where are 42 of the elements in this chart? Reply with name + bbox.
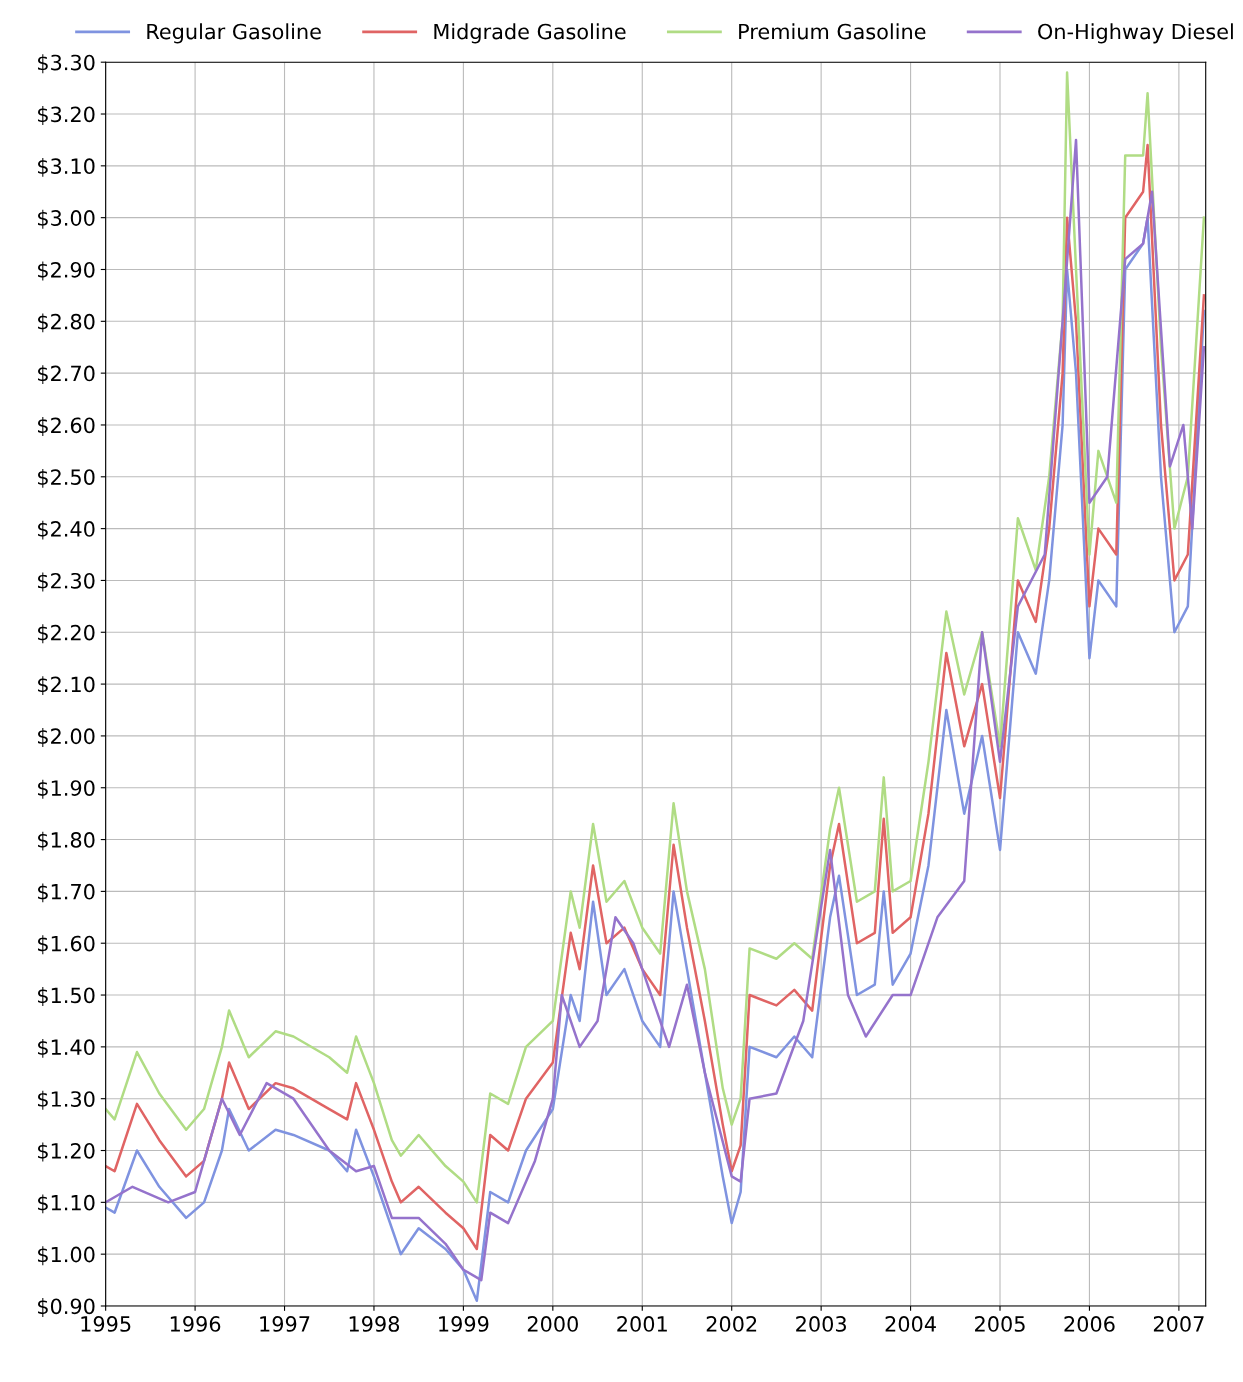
x-tick-label: 1996	[170, 1316, 221, 1332]
y-tick-label: $3.10	[38, 157, 95, 177]
y-tick-label: $0.90	[38, 1298, 95, 1317]
legend-label: Midgrade Gasoline	[434, 23, 626, 44]
y-tick-label: $2.30	[38, 572, 95, 592]
legend-label: On-Highway Diesel	[1038, 23, 1233, 44]
y-tick-label: $1.70	[38, 883, 95, 903]
y-tick-label: $2.40	[38, 520, 95, 540]
y-tick-label: $1.40	[38, 1038, 95, 1058]
legend-label: Regular Gasoline	[147, 23, 321, 44]
y-tick-label: $2.20	[38, 624, 95, 644]
y-tick-label: $1.60	[38, 935, 95, 955]
x-tick-label: 2005	[975, 1316, 1025, 1332]
y-tick-label: $3.20	[38, 106, 95, 125]
y-tick-label: $1.30	[38, 1090, 95, 1110]
x-tick-label: 2006	[1064, 1316, 1115, 1332]
y-tick-label: $2.50	[38, 468, 95, 488]
x-tick-label: 1995	[81, 1316, 131, 1332]
x-tick-label: 2000	[527, 1316, 578, 1332]
y-tick-label: $1.20	[38, 1142, 95, 1162]
legend-label: Premium Gasoline	[739, 23, 926, 40]
x-tick-label: 2003	[796, 1316, 846, 1332]
y-tick-label: $1.10	[38, 1194, 95, 1214]
y-tick-label: $3.00	[38, 209, 95, 229]
y-tick-label: $1.50	[38, 987, 95, 1007]
x-tick-label: 2001	[617, 1316, 667, 1332]
x-tick-label: 1997	[260, 1316, 310, 1332]
y-tick-label: $1.00	[38, 1246, 95, 1266]
y-tick-label: $2.10	[38, 676, 95, 696]
y-tick-label: $2.70	[38, 365, 95, 385]
y-tick-label: $1.90	[38, 779, 95, 799]
y-tick-label: $2.00	[38, 728, 95, 747]
x-tick-label: 2007	[1153, 1316, 1204, 1332]
x-tick-label: 2004	[885, 1316, 936, 1332]
x-tick-label: 1999	[439, 1316, 489, 1332]
x-tick-label: 1998	[349, 1316, 400, 1332]
y-tick-label: $3.30	[38, 54, 95, 74]
y-tick-label: $2.60	[38, 417, 95, 436]
y-tick-label: $1.80	[38, 831, 95, 851]
x-tick-label: 2002	[706, 1316, 757, 1332]
y-tick-label: $2.90	[38, 261, 95, 281]
y-tick-label: $2.80	[38, 313, 95, 333]
